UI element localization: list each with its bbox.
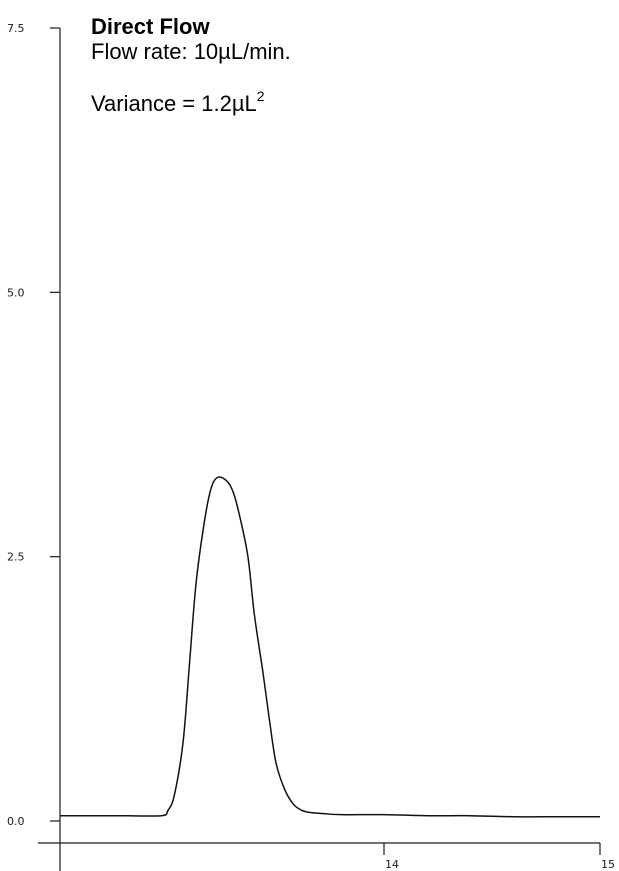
variance-exponent: 2	[256, 88, 265, 104]
variance-annotation: Variance = 1.2µL2	[91, 88, 291, 117]
y-tick-label: 7.5	[7, 22, 25, 35]
x-tick-label: 15	[601, 858, 615, 871]
y-axis-ticks: 7.5 5.0 2.5 0.0	[7, 22, 60, 828]
flow-rate-text: Flow rate: 10µL/min.	[91, 39, 291, 64]
x-axis-ticks: 14 15	[383, 843, 615, 871]
y-tick-label: 2.5	[7, 551, 25, 564]
y-tick-label: 5.0	[7, 286, 25, 299]
y-tick-label: 0.0	[7, 815, 25, 828]
x-tick-label: 14	[385, 858, 399, 871]
variance-text: Variance = 1.2µL	[91, 91, 257, 116]
chart-annotation-block: Direct Flow Flow rate: 10µL/min. Varianc…	[91, 15, 291, 117]
chart-title: Direct Flow	[91, 14, 210, 39]
series-line	[60, 476, 600, 818]
series-group	[60, 476, 600, 818]
